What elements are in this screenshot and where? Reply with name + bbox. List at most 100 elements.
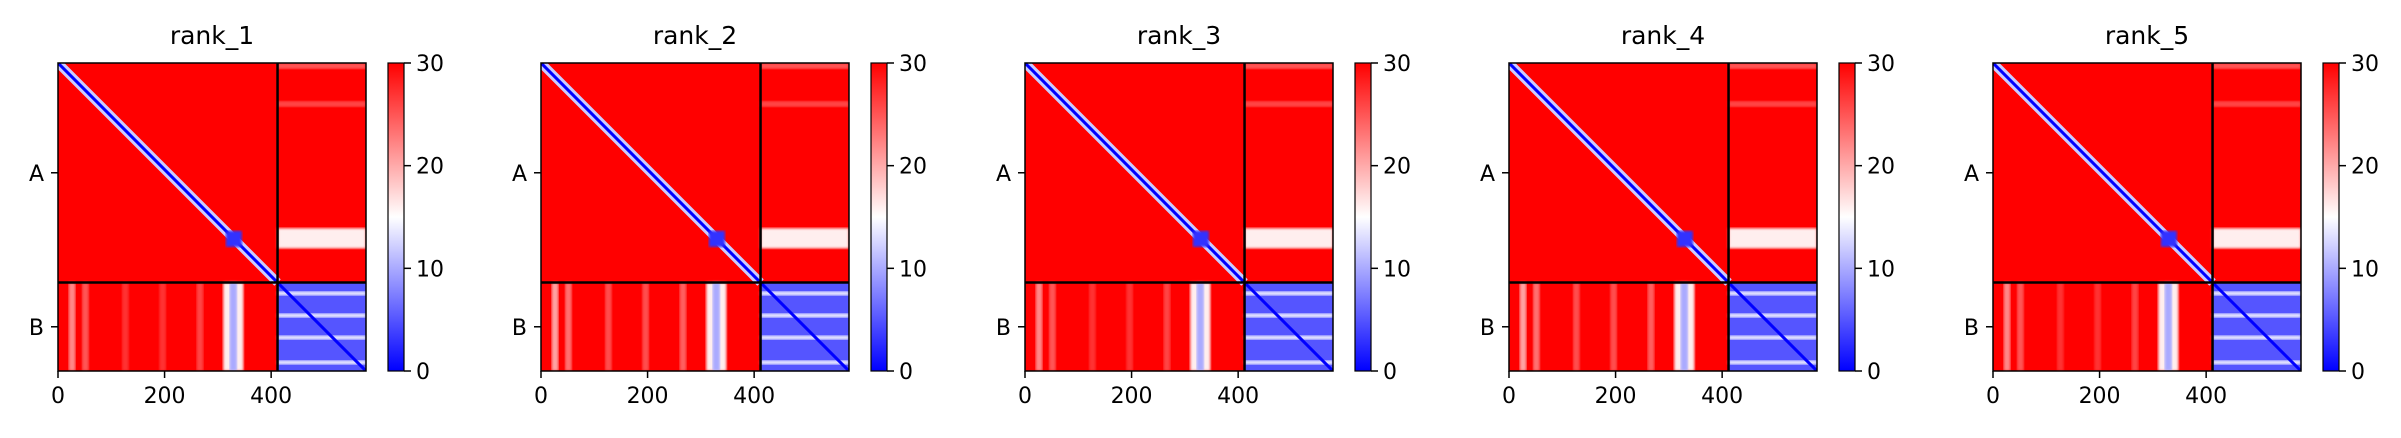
heatmap-stripe — [1244, 101, 1333, 107]
x-tick-label: 0 — [1986, 384, 2000, 409]
colorbar-tick-label: 30 — [1383, 52, 1411, 77]
y-tick-label: B — [29, 316, 44, 341]
heatmap-stripe — [2016, 282, 2024, 371]
heatmap-stripe — [277, 101, 366, 107]
heatmap-streak — [277, 313, 366, 318]
x-tick-label: 0 — [1502, 384, 1516, 409]
y-tick-label: A — [29, 162, 44, 187]
plot-frame — [57, 62, 367, 372]
diagonal — [2211, 281, 2301, 371]
x-tick-label: 200 — [144, 384, 186, 409]
heatmap-stripe — [1572, 282, 1580, 371]
heatmap-stripe — [2003, 282, 2011, 371]
heatmap-stripe — [760, 101, 849, 107]
heatmap-stripe — [1048, 282, 1056, 371]
x-tick-label: 0 — [1018, 384, 1032, 409]
colorbar-tick-label: 0 — [1867, 360, 1881, 385]
x-tick-label: 400 — [2185, 384, 2227, 409]
colorbar-tick-label: 0 — [2351, 360, 2365, 385]
heatmap-stripe — [159, 282, 167, 371]
colorbar-tick-label: 20 — [2351, 155, 2379, 180]
heatmap-band-core — [2164, 282, 2173, 371]
heatmap-band — [1244, 228, 1333, 249]
colorbar — [1354, 62, 1372, 372]
x-tick-label: 200 — [2079, 384, 2121, 409]
heatmap-stripe — [2094, 282, 2102, 371]
heatmap-stripe — [1088, 282, 1096, 371]
panel-1: rank_1 A B 0 200 400 0 10 20 30 — [29, 21, 444, 409]
panel-title: rank_1 — [170, 21, 254, 50]
diagonal-block — [1192, 230, 1209, 247]
panel-4: rank_4 A B 0 200 400 0 10 20 30 — [1480, 21, 1895, 409]
heatmap-band — [277, 228, 366, 249]
colorbar-tick-label: 10 — [899, 257, 927, 282]
heatmap-streak — [1728, 291, 1817, 296]
y-tick-label: A — [1964, 162, 1979, 187]
colorbar-tick-label: 10 — [1383, 257, 1411, 282]
heatmap-streak — [760, 313, 849, 318]
heatmap-band-core — [1680, 282, 1689, 371]
heatmap-stripe — [604, 282, 612, 371]
x-tick-label: 200 — [1111, 384, 1153, 409]
heatmap-stripe — [121, 282, 129, 371]
panel-3: rank_3 A B 0 200 400 0 10 20 30 — [996, 21, 1411, 409]
heatmap-stripe — [2131, 282, 2139, 371]
panel-5: rank_5 A B 0 200 400 0 10 20 30 — [1964, 21, 2379, 409]
colorbar-tick-label: 20 — [1867, 155, 1895, 180]
colorbar-tick-label: 10 — [2351, 257, 2379, 282]
diagonal — [276, 281, 366, 371]
heatmap-streak — [2212, 313, 2301, 318]
heatmap-band — [760, 228, 849, 249]
heatmap-stripe — [1728, 101, 1817, 107]
heatmap-cells — [1025, 63, 1333, 371]
y-tick-label: B — [1964, 316, 1979, 341]
colorbar-tick-label: 30 — [2351, 52, 2379, 77]
diagonal — [1243, 281, 1333, 371]
heatmap-streak — [1728, 313, 1817, 318]
heatmap-streak — [1244, 313, 1333, 318]
x-tick-label: 0 — [534, 384, 548, 409]
heatmap-streak — [760, 335, 849, 340]
heatmap-streak — [760, 360, 849, 365]
colorbar-tick-label: 20 — [899, 155, 927, 180]
colorbar-tick-label: 0 — [416, 360, 430, 385]
heatmap-stripe — [1244, 63, 1333, 69]
colorbar-tick-label: 20 — [1383, 155, 1411, 180]
colorbar-tick-label: 30 — [416, 52, 444, 77]
colorbar-tick-label: 30 — [899, 52, 927, 77]
x-tick-label: 400 — [250, 384, 292, 409]
heatmap-stripe — [642, 282, 650, 371]
heatmap-streak — [1728, 360, 1817, 365]
heatmap-stripe — [1647, 282, 1655, 371]
plot-frame — [1508, 62, 1818, 372]
y-tick-label: A — [996, 162, 1011, 187]
heatmap-streak — [1244, 360, 1333, 365]
heatmap-streak — [2212, 360, 2301, 365]
x-tick-label: 0 — [51, 384, 65, 409]
heatmap-stripe — [277, 63, 366, 69]
heatmap-streak — [277, 335, 366, 340]
heatmap-stripe — [1728, 63, 1817, 69]
heatmap-stripe — [760, 63, 849, 69]
diagonal — [759, 281, 849, 371]
heatmap-streak — [1728, 335, 1817, 340]
heatmap-stripe — [1532, 282, 1540, 371]
panel-title: rank_4 — [1621, 21, 1705, 50]
heatmap-cells — [1509, 63, 1817, 371]
panel-title: rank_5 — [2105, 21, 2189, 50]
heatmap-band-core — [712, 282, 721, 371]
x-tick-label: 200 — [1595, 384, 1637, 409]
heatmap-streak — [277, 360, 366, 365]
diagonal-block — [2160, 230, 2177, 247]
y-tick-label: B — [996, 316, 1011, 341]
x-tick-label: 400 — [1701, 384, 1743, 409]
heatmap-stripe — [1519, 282, 1527, 371]
heatmap-streak — [1244, 335, 1333, 340]
heatmap-stripe — [68, 282, 76, 371]
heatmap-stripe — [2212, 63, 2301, 69]
plot-frame — [1992, 62, 2302, 372]
x-tick-label: 400 — [733, 384, 775, 409]
plot-frame — [1024, 62, 1334, 372]
panel-2: rank_2 A B 0 200 400 0 10 20 30 — [512, 21, 927, 409]
